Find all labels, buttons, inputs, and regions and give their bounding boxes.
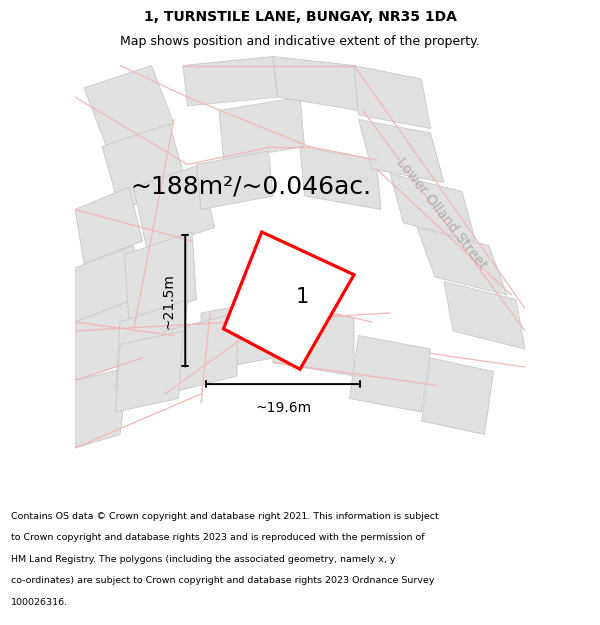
Polygon shape (359, 119, 444, 182)
Polygon shape (165, 313, 237, 394)
Polygon shape (75, 187, 143, 264)
Polygon shape (183, 56, 277, 106)
Text: ~188m²/~0.046ac.: ~188m²/~0.046ac. (130, 175, 371, 199)
Text: 1: 1 (296, 288, 309, 308)
Text: HM Land Registry. The polygons (including the associated geometry, namely x, y: HM Land Registry. The polygons (includin… (11, 555, 395, 564)
Polygon shape (223, 232, 354, 369)
Text: ~21.5m: ~21.5m (161, 272, 175, 329)
Polygon shape (84, 66, 174, 146)
Polygon shape (417, 228, 507, 295)
Text: 100026316.: 100026316. (11, 598, 68, 607)
Polygon shape (201, 299, 273, 371)
Polygon shape (421, 358, 493, 434)
Polygon shape (354, 66, 431, 129)
Text: Map shows position and indicative extent of the property.: Map shows position and indicative extent… (120, 36, 480, 48)
Text: 1, TURNSTILE LANE, BUNGAY, NR35 1DA: 1, TURNSTILE LANE, BUNGAY, NR35 1DA (143, 11, 457, 24)
Polygon shape (102, 124, 187, 209)
Polygon shape (197, 151, 273, 209)
Polygon shape (75, 299, 143, 381)
Polygon shape (349, 336, 431, 412)
Polygon shape (75, 367, 129, 448)
Text: Contains OS data © Crown copyright and database right 2021. This information is : Contains OS data © Crown copyright and d… (11, 512, 439, 521)
Polygon shape (115, 331, 183, 412)
Polygon shape (219, 97, 305, 160)
Polygon shape (115, 299, 187, 389)
Text: to Crown copyright and database rights 2023 and is reproduced with the permissio: to Crown copyright and database rights 2… (11, 533, 424, 542)
Text: co-ordinates) are subject to Crown copyright and database rights 2023 Ordnance S: co-ordinates) are subject to Crown copyr… (11, 576, 434, 586)
Polygon shape (125, 232, 197, 322)
Polygon shape (133, 164, 215, 250)
Polygon shape (75, 246, 147, 322)
Text: Lower Olland Street: Lower Olland Street (394, 156, 490, 272)
Polygon shape (273, 56, 359, 111)
Polygon shape (390, 174, 476, 241)
Text: ~19.6m: ~19.6m (255, 401, 311, 415)
Polygon shape (444, 281, 525, 349)
Polygon shape (273, 304, 354, 376)
Polygon shape (300, 146, 381, 209)
